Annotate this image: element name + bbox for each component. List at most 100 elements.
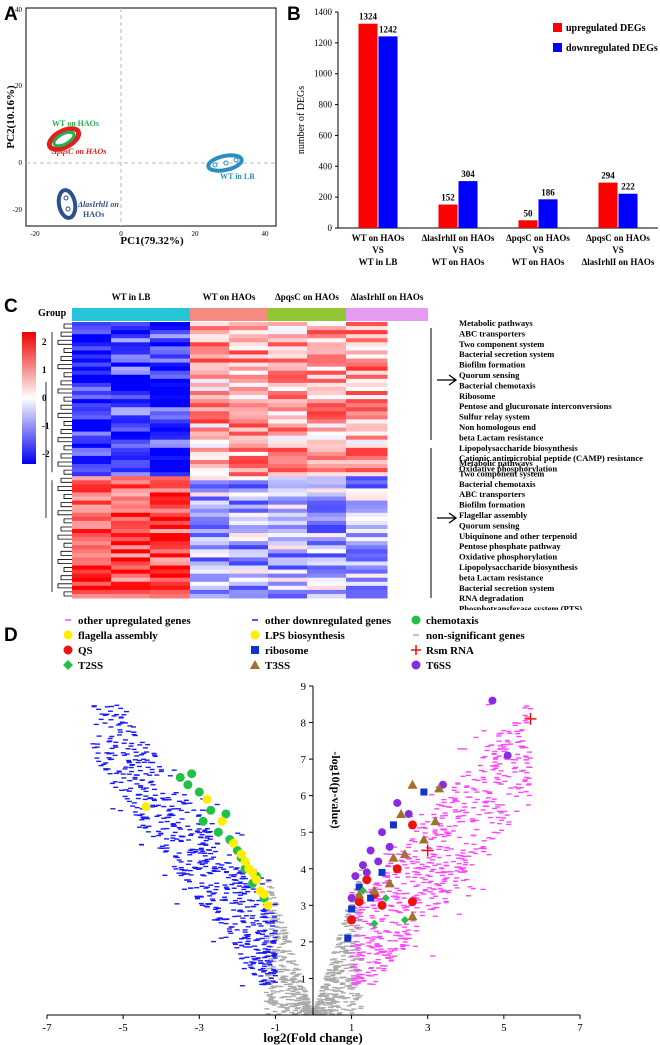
heatmap-cell (111, 370, 151, 376)
heatmap-cell (111, 427, 151, 433)
t3ss-point (430, 816, 441, 826)
qs-point (377, 900, 387, 910)
legend-label: ribosome (265, 645, 309, 657)
heatmap-cell (229, 541, 269, 546)
heatmap-cell (190, 395, 230, 400)
heatmap-cell (190, 516, 230, 522)
heatmap-cell (190, 447, 230, 453)
heatmap-cell (72, 529, 112, 534)
heatmap-cell (268, 496, 308, 502)
heatmap-cell (111, 545, 151, 550)
ribosome-point (389, 821, 397, 829)
heatmap-cell (190, 569, 230, 575)
heatmap-group-label-2: ΔpqsC on HAOs (275, 292, 339, 302)
heatmap-cell (111, 391, 151, 396)
heatmap-cell (346, 496, 388, 502)
heatmap-cell (268, 460, 308, 465)
heatmap-cell (346, 529, 388, 534)
heatmap-cell (111, 411, 151, 416)
flagella-point (259, 889, 269, 899)
heatmap-cell (268, 512, 308, 518)
heatmap-cell (346, 374, 388, 380)
heatmap-cell (307, 419, 347, 424)
heatmap-cell (307, 496, 347, 502)
heatmap-cell (190, 362, 230, 368)
pathway-upper-item: Metabolic pathways (459, 318, 533, 328)
heatmap-cell (150, 541, 191, 546)
volcano-legend-item: LPS biosynthesis (250, 630, 345, 642)
heatmap-cell (307, 573, 347, 579)
heatmap-cell (72, 346, 112, 351)
bar-ytick-label: 1400 (314, 7, 333, 17)
heatmap-cell (150, 419, 191, 424)
heatmap-cell (346, 447, 388, 453)
heatmap-cell (111, 581, 151, 587)
heatmap-cell (346, 439, 388, 445)
heatmap-cell (150, 415, 191, 420)
heatmap-cell (111, 464, 151, 469)
heatmap-cell (268, 407, 308, 412)
heatmap-cell (268, 569, 308, 575)
heatmap-cell (150, 480, 191, 485)
heatmap-cell (307, 524, 347, 530)
heatmap-cell (268, 439, 308, 445)
heatmap-cell (307, 512, 347, 518)
heatmap-cell (268, 415, 308, 420)
heatmap-cell (190, 374, 230, 380)
heatmap-cell (72, 370, 112, 376)
heatmap-cell (346, 476, 388, 481)
chemotaxis-point (206, 805, 216, 815)
legend-label: chemotaxis (426, 615, 479, 627)
heatmap-cell (150, 354, 191, 360)
heatmap-cell (111, 374, 151, 380)
heatmap-cell (307, 516, 347, 522)
heatmap-cell (190, 391, 230, 396)
heatmap-cell (229, 322, 269, 327)
heatmap-cell (72, 427, 112, 433)
volcano-ytick-label: 1 (301, 973, 307, 985)
heatmap-cell (346, 484, 388, 489)
heatmap-cell (150, 520, 191, 526)
volcano-legend-item: T2SS (63, 660, 103, 672)
heatmap-cell (190, 366, 230, 372)
heatmap-cell (229, 455, 269, 461)
heatmap-cell (346, 541, 388, 546)
pathway-upper-item: Two component system (459, 339, 545, 349)
pca-xtick: 40 (262, 230, 270, 238)
pathway-upper-item: Quorum sensing (459, 370, 520, 380)
color-scale-bar (22, 332, 36, 464)
heatmap-cell (268, 537, 308, 542)
heatmap-cell (346, 427, 388, 433)
heatmap-cell (111, 541, 151, 546)
heatmap-cell (190, 524, 230, 530)
heatmap-cell (190, 581, 230, 587)
heatmap-cell (150, 342, 191, 347)
t6ss-point (374, 857, 383, 866)
pca-label-lasirhli-2: HAOs (83, 210, 104, 219)
heatmap-cell (72, 362, 112, 368)
rsm-point (524, 712, 537, 725)
heatmap-cell (150, 455, 191, 461)
bar-value-label: 294 (601, 171, 615, 181)
heatmap-cell (150, 472, 191, 477)
heatmap-cell (111, 589, 151, 595)
t3ss-point (354, 889, 365, 899)
heatmap-cell (307, 480, 347, 485)
ribosome-point (344, 934, 352, 942)
heatmap-cell (111, 407, 151, 412)
heatmap-cell (268, 472, 308, 477)
pca-label-wt-haos: WT on HAOs (52, 119, 99, 128)
heatmap-cell (307, 342, 347, 347)
volcano-ytick-label: 4 (301, 864, 307, 876)
heatmap-cell (150, 524, 191, 530)
heatmap-cell (229, 427, 269, 433)
bar-ytick-label: 1000 (314, 69, 333, 79)
heatmap-cell (307, 508, 347, 514)
heatmap-cell (268, 557, 308, 562)
pca-label-pqsc: ΔpqsC on HAOs (51, 147, 106, 156)
heatmap-cell (307, 334, 347, 339)
heatmap-cell (72, 593, 112, 599)
heatmap-cell (268, 500, 308, 506)
heatmap-cell (229, 407, 269, 412)
heatmap-cell (111, 330, 151, 335)
